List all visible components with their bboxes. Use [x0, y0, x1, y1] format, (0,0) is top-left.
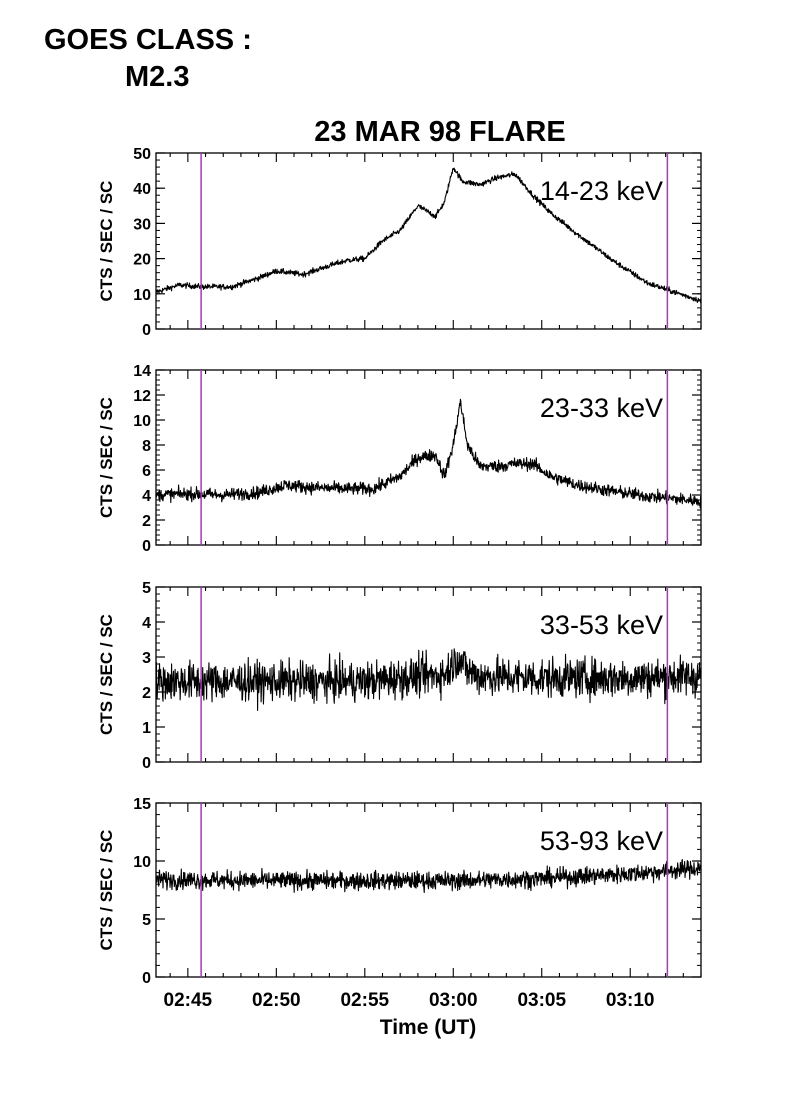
energy-band-label: 53-93 keV	[540, 826, 663, 856]
y-tick-label: 20	[133, 252, 151, 269]
panel-4: 0 5 10 15 CTS / SEC / SC 53-93 keV	[97, 796, 702, 987]
plot-frame	[155, 152, 702, 330]
y-tick-label: 8	[142, 438, 151, 455]
x-tick-label: 03:05	[517, 990, 566, 1011]
y-axis-label: CTS / SEC / SC	[97, 181, 116, 302]
y-axis-label: CTS / SEC / SC	[97, 830, 116, 951]
y-tick-label: 6	[142, 463, 151, 480]
y-tick-label: 0	[142, 538, 151, 555]
y-tick-label: 2	[142, 513, 151, 530]
plot-frame	[155, 369, 702, 546]
y-tick-label: 2	[142, 685, 151, 702]
energy-band-label: 33-53 keV	[540, 610, 663, 640]
lightcurve-line	[155, 398, 702, 509]
x-axis-label: Time (UT)	[380, 1016, 476, 1039]
y-tick-label: 10	[133, 413, 151, 430]
goes-class-value: M2.3	[125, 61, 190, 93]
y-axis-label: CTS / SEC / SC	[97, 397, 116, 518]
y-tick-label: 1	[142, 720, 151, 737]
lightcurve-line	[155, 648, 702, 712]
y-tick-label: 5	[142, 580, 151, 597]
y-tick-label: 4	[142, 615, 151, 632]
energy-band-label: 14-23 keV	[540, 176, 663, 206]
y-tick-label: 30	[133, 216, 151, 233]
y-tick-label: 0	[142, 755, 151, 772]
panel-3: 0 1 2 3 4 5 CTS / SEC / SC 33-53 keV	[97, 580, 702, 772]
plot-frame	[155, 802, 702, 978]
panel-1: 0 10 20 30 40 50 CTS / SEC / SC 14-23 keV	[97, 146, 702, 339]
energy-band-label: 23-33 keV	[540, 393, 663, 423]
chart-title: 23 MAR 98 FLARE	[314, 116, 565, 148]
y-tick-label: 4	[142, 488, 151, 505]
x-tick-label: 02:55	[340, 990, 389, 1011]
y-tick-label: 0	[142, 322, 151, 339]
panel-2: 0 2 4 6 8 10 12 14 CTS / SEC / SC 23-33 keV	[97, 363, 702, 555]
y-tick-label: 15	[133, 796, 151, 813]
y-tick-label: 40	[133, 181, 151, 198]
x-tick-label: 02:50	[252, 990, 301, 1011]
y-axis-label: CTS / SEC / SC	[97, 614, 116, 735]
y-tick-label: 10	[133, 287, 151, 304]
y-tick-label: 12	[133, 388, 151, 405]
goes-class-label: GOES CLASS :	[44, 24, 252, 56]
x-tick-label: 02:45	[164, 990, 213, 1011]
lightcurve-line	[155, 859, 702, 893]
lightcurve-line	[155, 167, 702, 304]
y-tick-label: 50	[133, 146, 151, 163]
x-tick-label: 03:00	[429, 990, 478, 1011]
y-tick-label: 3	[142, 650, 151, 667]
y-tick-label: 0	[142, 970, 151, 987]
y-tick-label: 10	[133, 854, 151, 871]
x-tick-label: 03:10	[606, 990, 655, 1011]
y-tick-label: 14	[133, 363, 151, 380]
y-tick-label: 5	[142, 912, 151, 929]
